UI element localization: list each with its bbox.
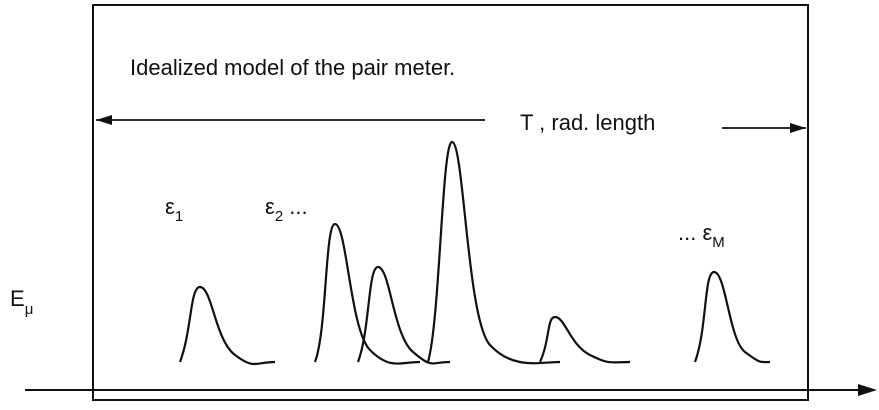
peak-label: ε1	[165, 194, 183, 225]
peak-symbol: ε	[702, 220, 712, 245]
arrowhead	[96, 115, 112, 125]
peak-prefix: ...	[678, 220, 702, 245]
peak-curve	[538, 315, 631, 364]
peak-label: ... εM	[678, 220, 725, 251]
peak-curve	[693, 270, 771, 364]
peak-subscript: 2	[275, 208, 283, 225]
peak-curve	[313, 222, 421, 365]
peak-subscript: 1	[175, 208, 183, 225]
dimension-label: T , rad. length	[520, 110, 655, 135]
axis-subscript: μ	[25, 301, 34, 318]
peak-curve	[178, 285, 276, 366]
axis-arrowhead	[858, 384, 877, 396]
peak-symbol: ε	[165, 194, 175, 219]
title: Idealized model of the pair meter.	[130, 55, 455, 80]
peak-symbol: ε	[265, 194, 275, 219]
peak-subscript: M	[712, 234, 725, 251]
arrowhead	[790, 123, 806, 133]
peak-curve	[356, 265, 451, 365]
peak-curve	[426, 140, 561, 365]
frame	[92, 4, 809, 401]
axis-symbol: E	[10, 286, 25, 311]
peak-suffix: ...	[283, 194, 307, 219]
axis-label: Eμ	[10, 286, 33, 318]
peak-label: ε2 ...	[265, 194, 308, 225]
